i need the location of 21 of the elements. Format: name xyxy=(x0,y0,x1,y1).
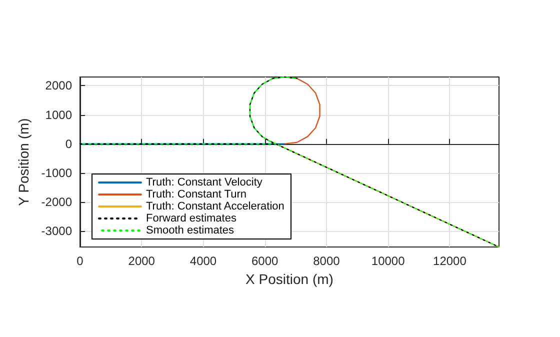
line-series xyxy=(79,76,500,248)
x-tick-label: 6000 xyxy=(252,254,279,268)
y-tick-label: -1000 xyxy=(41,166,72,180)
x-axis-title: X Position (m) xyxy=(246,270,334,287)
x-tick-label: 8000 xyxy=(313,254,340,268)
x-tick-label: 10000 xyxy=(371,254,406,268)
y-tick-label: -3000 xyxy=(41,224,72,238)
y-tick-label: 2000 xyxy=(45,78,72,93)
legend-label: Truth: Constant Turn xyxy=(146,188,246,200)
legend-label: Forward estimates xyxy=(146,212,237,224)
x-tick-label: 0 xyxy=(76,254,84,268)
y-tick-label: -2000 xyxy=(41,194,72,209)
x-tick-label: 12000 xyxy=(433,254,467,268)
y-tick-label: 0 xyxy=(65,136,72,151)
y-tick-label: 1000 xyxy=(45,108,72,122)
legend-label: Truth: Constant Velocity xyxy=(146,176,263,188)
legend-label: Smooth estimates xyxy=(146,224,235,236)
x-tick-label: 4000 xyxy=(190,254,217,268)
y-axis-title: Y Position (m) xyxy=(15,118,32,206)
x-tick-label: 2000 xyxy=(128,254,156,268)
legend-label: Truth: Constant Acceleration xyxy=(146,200,284,212)
